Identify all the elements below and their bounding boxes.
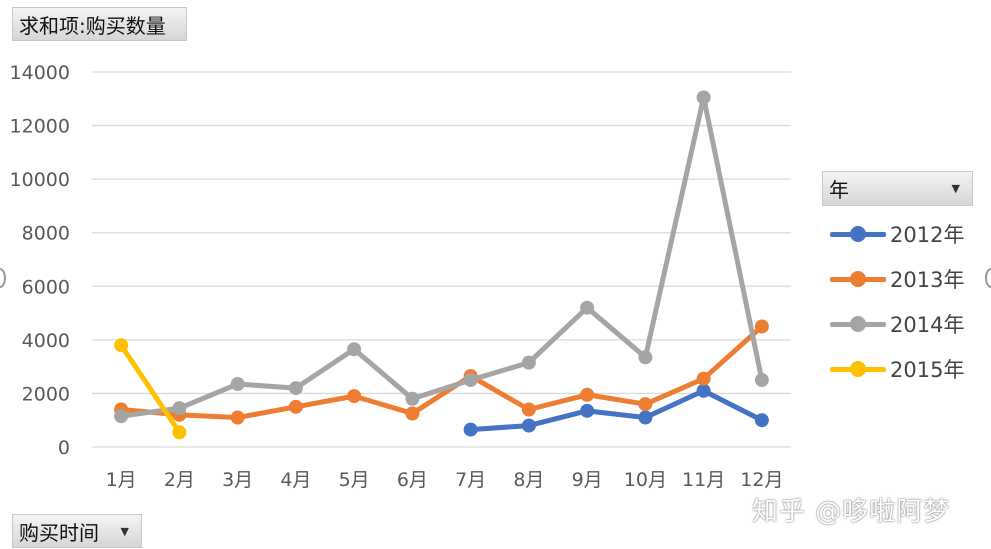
x-tick-label: 9月: [572, 469, 603, 491]
value-field-label: 求和项:购买数量: [19, 13, 166, 38]
x-tick-label: 4月: [280, 469, 311, 491]
axis-field-label: 购买时间: [19, 520, 99, 545]
data-point-2015: [114, 338, 129, 353]
x-tick-label: 11月: [682, 469, 725, 491]
data-point-2013: [405, 406, 420, 421]
y-tick-label: 10000: [10, 169, 70, 191]
data-point-2014: [288, 381, 303, 396]
data-point-2013: [638, 397, 653, 412]
legend-swatch: [830, 359, 886, 379]
legend-swatch: [830, 314, 886, 334]
data-point-2014: [405, 391, 420, 406]
y-tick-label: 6000: [22, 276, 70, 298]
data-point-2014: [580, 300, 595, 315]
legend-field-button[interactable]: 年 ▼: [822, 171, 973, 206]
y-tick-label: 12000: [10, 116, 70, 138]
data-point-2014: [114, 409, 129, 424]
data-point-2013: [696, 371, 711, 386]
data-point-2013: [347, 389, 362, 404]
x-tick-label: 10月: [624, 469, 667, 491]
legend-label: 2012年: [890, 222, 965, 247]
axis-field-button[interactable]: 购买时间 ▼: [12, 514, 142, 548]
data-point-2015: [172, 425, 187, 440]
legend-item: 2014年: [830, 301, 980, 346]
data-point-2012: [580, 403, 595, 418]
legend-label: 2013年: [890, 267, 965, 292]
series-line-2015: [118, 342, 182, 435]
x-tick-label: 2月: [164, 469, 195, 491]
data-point-2012: [638, 410, 653, 425]
legend-label: 2014年: [890, 312, 965, 337]
data-point-2014: [230, 377, 245, 392]
data-point-2014: [347, 342, 362, 357]
x-tick-label: 7月: [455, 469, 486, 491]
x-tick-label: 3月: [222, 469, 253, 491]
data-point-2014: [521, 355, 536, 370]
data-point-2014: [754, 373, 769, 388]
legend-item: 2012年: [830, 211, 980, 256]
x-tick-label: 8月: [513, 469, 544, 491]
data-point-2014: [696, 90, 711, 105]
data-point-2013: [754, 319, 769, 334]
data-point-2013: [580, 387, 595, 402]
data-point-2013: [230, 410, 245, 425]
legend-label: 2015年: [890, 357, 965, 382]
data-point-2014: [463, 373, 478, 388]
data-point-2012: [463, 422, 478, 437]
data-point-2012: [521, 418, 536, 433]
data-point-2014: [172, 401, 187, 416]
legend-item: 2013年: [830, 256, 980, 301]
dropdown-arrow-icon[interactable]: ▼: [120, 524, 129, 538]
data-point-2013: [288, 399, 303, 414]
series-line-2013: [118, 323, 765, 421]
y-tick-label: 0: [58, 437, 70, 459]
legend-swatch: [830, 224, 886, 244]
data-point-2012: [696, 383, 711, 398]
y-tick-label: 2000: [22, 383, 70, 405]
y-tick-label: 14000: [10, 62, 70, 84]
data-point-2014: [638, 350, 653, 365]
legend-item: 2015年: [830, 346, 980, 391]
x-tick-label: 6月: [397, 469, 428, 491]
legend-swatch: [830, 269, 886, 289]
data-point-2013: [521, 402, 536, 417]
x-tick-label: 1月: [106, 469, 137, 491]
x-tick-label: 12月: [740, 469, 783, 491]
chart-resize-handle-right[interactable]: [985, 268, 991, 288]
data-point-2012: [754, 413, 769, 428]
x-tick-label: 5月: [339, 469, 370, 491]
watermark: 知乎 @哆啦阿梦: [752, 497, 951, 527]
y-tick-label: 4000: [22, 330, 70, 352]
legend-field-label: 年: [829, 178, 849, 202]
dropdown-arrow-icon[interactable]: ▼: [951, 182, 960, 195]
series-line-2012: [468, 388, 765, 433]
y-tick-label: 8000: [22, 223, 70, 245]
series-line-2014: [118, 94, 765, 419]
value-field-button[interactable]: 求和项:购买数量: [12, 7, 187, 41]
chart-legend: 2012年 2013年 2014年 2015年: [830, 211, 980, 391]
